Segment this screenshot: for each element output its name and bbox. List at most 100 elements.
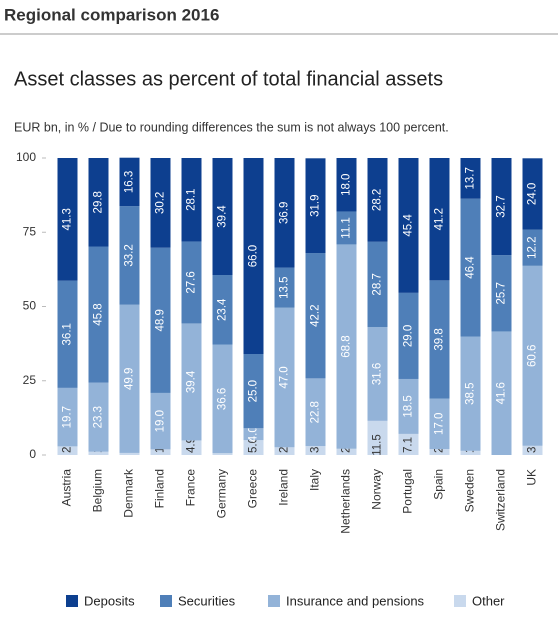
data-label: 66.0 [248, 245, 260, 267]
bar-segment [274, 447, 295, 455]
bar-segment [181, 158, 202, 242]
bar-segment [398, 292, 419, 379]
data-label: 36.9 [279, 202, 291, 224]
bar-segment [57, 158, 78, 281]
x-tick-label: Austria [60, 469, 74, 507]
x-tick-label: France [184, 469, 198, 507]
bar-segment [305, 158, 326, 254]
data-label: 41.6 [496, 382, 508, 404]
data-label: 31.6 [372, 363, 384, 385]
bar-segment [212, 158, 233, 276]
y-tick-label: 0 [29, 447, 36, 461]
x-tick-label: Sweden [463, 469, 477, 512]
bar-segment [119, 157, 140, 207]
bar-segment [88, 158, 109, 247]
data-label: 46.4 [465, 256, 477, 279]
data-label: 24.0 [527, 183, 539, 205]
data-label: 16.3 [124, 171, 136, 193]
bar-segment [522, 265, 543, 446]
x-tick-label: Portugal [401, 469, 415, 514]
legend-label: Insurance and pensions [286, 593, 425, 608]
bar-segment [336, 244, 357, 449]
data-label: 36.6 [217, 388, 229, 410]
bar-segment [150, 158, 171, 248]
bar-segment [305, 378, 326, 447]
data-label: 28.1 [186, 189, 198, 211]
bar-segment [57, 280, 78, 388]
chart-subtitle: EUR bn, in % / Due to rounding differenc… [14, 120, 449, 134]
bar-segment [460, 336, 481, 451]
x-tick-label: Germany [215, 469, 229, 518]
data-label: 12.2 [527, 236, 539, 258]
legend-swatch [268, 595, 280, 607]
data-label: 33.2 [124, 244, 136, 266]
bar-segment [336, 211, 357, 245]
bar-segment [88, 382, 109, 452]
data-label: 29.0 [403, 325, 415, 347]
bar-segment [367, 326, 388, 421]
legend-swatch [454, 595, 466, 607]
x-tick-label: Ireland [277, 469, 291, 506]
bar-segment [491, 158, 512, 256]
x-tick-label: Netherlands [339, 469, 353, 534]
x-tick-label: Belgium [91, 469, 105, 512]
data-label: 39.8 [434, 328, 446, 350]
data-label: 11.5 [372, 434, 384, 456]
data-label: 18.0 [341, 174, 353, 196]
bar-segment [57, 387, 78, 447]
data-label: 19.0 [155, 410, 167, 432]
bar-segment [336, 158, 357, 212]
bar-segment [367, 158, 388, 242]
data-label: 4.0 [248, 426, 260, 442]
bar-segment [367, 420, 388, 455]
bar-segment [429, 280, 450, 399]
data-label: 19.7 [62, 406, 74, 428]
data-label: 7.1 [403, 437, 415, 453]
bar-segment [150, 392, 171, 450]
bar-segment [305, 253, 326, 379]
data-label: 32.7 [496, 195, 508, 217]
data-label: 25.7 [496, 282, 508, 304]
data-label: 49.9 [124, 368, 136, 390]
data-label: 41.3 [62, 208, 74, 230]
bar-segment [243, 354, 264, 429]
legend-label: Other [472, 593, 505, 608]
data-label: 47.0 [279, 366, 291, 388]
legend-label: Deposits [84, 593, 135, 608]
bar-segment [522, 445, 543, 455]
bar-segment [88, 451, 109, 455]
data-label: 31.9 [310, 194, 322, 216]
bar-segment [336, 448, 357, 455]
data-label: 38.5 [465, 382, 477, 404]
data-label: 22.8 [310, 401, 322, 423]
x-tick-label: Finland [153, 469, 167, 508]
bar-segment [429, 449, 450, 455]
data-label: 39.4 [186, 370, 198, 393]
y-tick-label: 25 [23, 373, 37, 387]
data-label: 27.6 [186, 271, 198, 293]
bar-segment [305, 446, 326, 455]
bar-segment [429, 398, 450, 450]
x-tick-label: Norway [370, 469, 384, 510]
legend-swatch [160, 595, 172, 607]
x-tick-label: UK [525, 469, 539, 486]
bar-segment [57, 446, 78, 455]
bar-segment [491, 331, 512, 455]
bar-segment [274, 267, 295, 308]
bar-segment [181, 440, 202, 455]
x-tick-label: Switzerland [494, 469, 508, 531]
chart-title: Asset classes as percent of total financ… [14, 68, 443, 90]
bar-segment [243, 440, 264, 455]
data-label: 30.2 [155, 192, 167, 214]
bar-segment [150, 449, 171, 455]
bar-segment [398, 433, 419, 455]
bar-segment [460, 198, 481, 337]
bar-segment [212, 453, 233, 455]
y-tick-label: 75 [23, 224, 37, 238]
data-label: 45.8 [93, 303, 105, 325]
bar-segment [119, 206, 140, 305]
bar-segment [119, 304, 140, 453]
bar-segment [212, 275, 233, 345]
bar-segment [491, 255, 512, 332]
x-tick-label: Denmark [122, 468, 136, 518]
